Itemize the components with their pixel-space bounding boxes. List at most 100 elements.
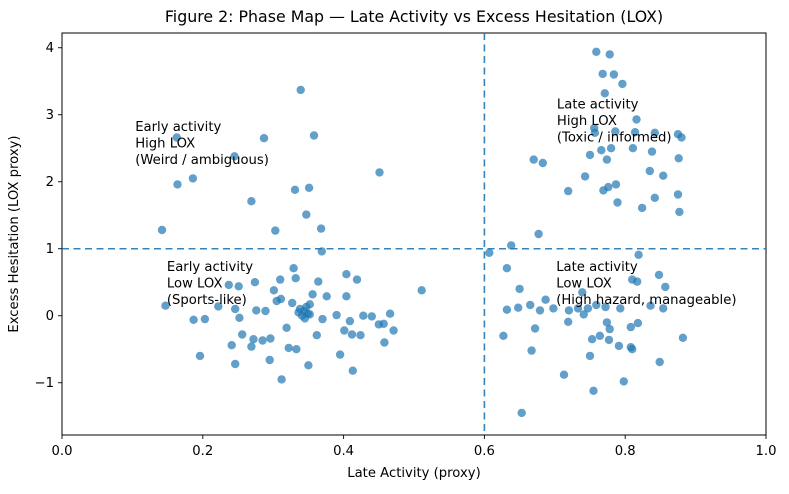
scatter-point — [304, 183, 314, 192]
scatter-point — [559, 370, 569, 379]
scatter-point — [502, 264, 512, 273]
scatter-point — [385, 309, 395, 318]
scatter-point — [276, 294, 286, 304]
figure-title: Figure 2: Phase Map — Late Activity vs E… — [165, 7, 663, 26]
scatter-point — [654, 270, 664, 280]
scatter-point — [348, 366, 357, 375]
scatter-point — [235, 313, 244, 322]
scatter-point — [379, 319, 388, 328]
scatter-point — [616, 304, 625, 313]
scatter-point — [294, 308, 303, 317]
x-tick-label: 0.4 — [333, 444, 354, 459]
scatter-point — [277, 375, 286, 384]
scatter-point — [261, 306, 270, 316]
scatter-point — [580, 172, 590, 181]
scatter-point — [284, 343, 293, 353]
scatter-point — [249, 335, 258, 344]
scatter-point — [619, 377, 628, 386]
scatter-point — [189, 315, 198, 324]
scatter-point — [628, 345, 637, 354]
scatter-point — [514, 303, 523, 312]
scatter-point — [585, 351, 595, 361]
scatter-point — [626, 322, 635, 332]
scatter-point — [485, 248, 494, 257]
scatter-point — [592, 300, 601, 310]
scatter-point — [598, 69, 607, 79]
scatter-point — [589, 386, 598, 395]
scatter-point — [312, 331, 321, 340]
scatter-point — [609, 70, 619, 79]
scatter-point — [601, 302, 610, 312]
scatter-point — [265, 355, 274, 365]
scatter-point — [238, 330, 247, 339]
annotation-line: (Toxic / informed) — [557, 131, 672, 146]
scatter-point — [659, 304, 668, 313]
scatter-point — [535, 306, 545, 315]
scatter-point — [347, 330, 357, 339]
scatter-point — [335, 350, 345, 359]
scatter-point — [302, 210, 311, 219]
scatter-point — [266, 334, 275, 343]
annotation-line: Late activity — [557, 98, 639, 113]
scatter-point — [231, 304, 240, 314]
scatter-point — [583, 304, 593, 313]
y-tick-label: 1 — [46, 242, 54, 257]
scatter-point — [606, 144, 616, 153]
scatter-point — [302, 302, 311, 312]
annotation-line: Late activity — [556, 260, 638, 275]
scatter-point — [578, 288, 587, 297]
scatter-point — [289, 264, 298, 273]
scatter-point — [288, 298, 297, 308]
scatter-point — [314, 277, 323, 286]
scatter-point — [564, 306, 574, 315]
scatter-point — [611, 127, 620, 136]
scatter-point — [564, 186, 573, 196]
scatter-point — [597, 146, 606, 155]
x-tick-label: 0.0 — [52, 444, 73, 459]
scatter-point — [605, 324, 614, 334]
scatter-point — [247, 197, 256, 206]
y-tick-label: 2 — [46, 175, 54, 190]
x-axis-label: Late Activity (proxy) — [347, 466, 480, 481]
scatter-point — [259, 134, 269, 143]
scatter-point — [573, 304, 583, 313]
scatter-point — [527, 346, 536, 355]
scatter-point — [645, 166, 654, 176]
scatter-point — [276, 275, 285, 284]
scatter-point — [161, 301, 170, 310]
scatter-point — [380, 338, 389, 347]
scatter-point — [322, 292, 331, 301]
scatter-point — [332, 310, 341, 320]
scatter-point — [342, 270, 351, 279]
scatter-point — [633, 318, 643, 328]
scatter-point — [230, 152, 239, 161]
annotation-line: Early activity — [135, 120, 221, 135]
axes-frame — [61, 32, 767, 436]
scatter-point — [678, 333, 688, 342]
scatter-point — [677, 133, 686, 142]
scatter-point — [604, 182, 613, 192]
scatter-point — [637, 203, 647, 213]
scatter-point — [417, 286, 426, 295]
scatter-point — [650, 128, 659, 137]
scatter-point — [646, 301, 655, 310]
scatter-point — [526, 300, 535, 310]
scatter-point — [587, 335, 597, 344]
scatter-point — [633, 277, 642, 286]
scatter-point — [515, 284, 524, 294]
annotation-line: Low LOX — [167, 276, 223, 291]
scatter-point — [318, 314, 327, 324]
scatter-point — [309, 131, 319, 140]
annotation-line: (Sports-like) — [167, 293, 247, 308]
scatter-point — [634, 250, 643, 259]
scatter-point — [590, 128, 600, 137]
scatter-point — [317, 247, 326, 256]
scatter-point — [530, 324, 540, 333]
scatter-point — [647, 147, 657, 156]
x-tick-label: 0.8 — [615, 444, 636, 459]
x-tick-label: 0.6 — [474, 444, 495, 459]
scatter-point — [564, 317, 573, 326]
scatter-point — [200, 314, 210, 324]
